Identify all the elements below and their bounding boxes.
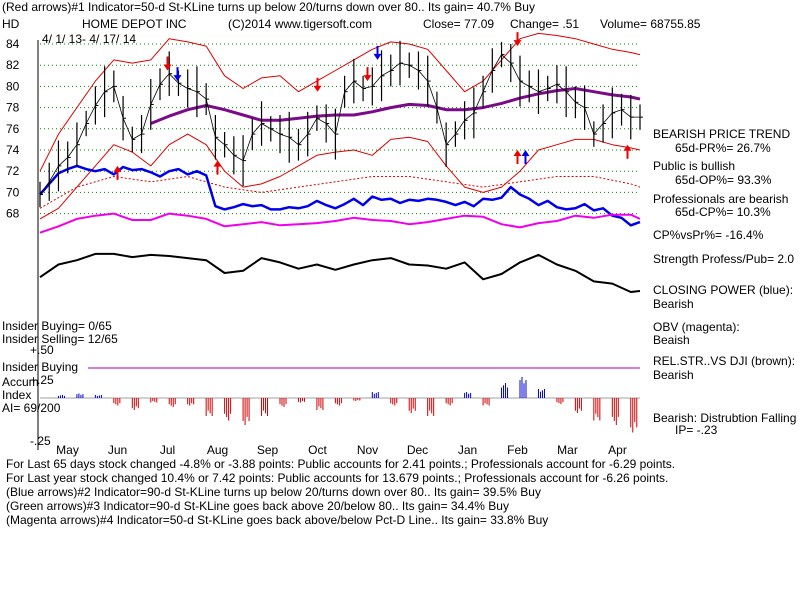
y-tick-label: 74: [6, 143, 20, 157]
y-tick-label: 72: [6, 164, 20, 178]
insider-buying-count: Insider Buying= 0/65: [2, 319, 112, 333]
lower-band-line: [39, 133, 641, 220]
relstr-title: REL.STR..VS DJI (brown):: [653, 354, 796, 368]
y-tick-label: 84: [6, 37, 20, 51]
blue-up-arrow-icon: [521, 150, 530, 164]
closing-power-title: CLOSING POWER (blue):: [653, 283, 794, 297]
cp-value: 65d-CP%= 10.3%: [675, 205, 771, 219]
index-label: Index: [2, 388, 32, 402]
grid-lines: [40, 43, 640, 215]
op-value: 65d-OP%= 93.3%: [675, 173, 772, 187]
band-dotted-line: [39, 176, 641, 209]
blue-down-arrow-icon: [373, 45, 382, 60]
price-line: [39, 54, 640, 195]
close-value: Close= 77.09: [423, 17, 495, 31]
month-label: Jan: [458, 443, 477, 457]
header-line1: (Red arrows)#1 Indicator=50-d St-KLine t…: [2, 0, 535, 14]
series-lines: [39, 32, 643, 293]
header-symbol: HD: [2, 17, 20, 31]
red-up-arrow-icon: [623, 144, 632, 159]
y-tick-label: 70: [6, 185, 20, 199]
plus50-label: +.50: [30, 343, 54, 357]
signal-arrows: [113, 32, 632, 180]
strength-value: Strength Profess/Pub= 2.0: [653, 252, 795, 266]
relative-strength-line: [39, 252, 641, 293]
trend-title: BEARISH PRICE TREND: [653, 127, 791, 141]
cpvspr-value: CP%vsPr%= -16.4%: [653, 228, 764, 242]
month-label: Aug: [207, 443, 228, 457]
plus25-label: +.25: [30, 373, 54, 387]
red-down-arrow-icon: [363, 67, 372, 82]
month-label: Sep: [257, 443, 279, 457]
copyright: (C)2014 www.tigersoft.com: [228, 17, 373, 31]
y-tick-label: 82: [6, 58, 20, 72]
red-up-arrow-icon: [113, 165, 122, 180]
red-down-arrow-icon: [313, 77, 322, 92]
red-up-arrow-icon: [213, 160, 222, 175]
volume-value: Volume= 68755.85: [600, 17, 701, 31]
ai-value: AI= 69/200: [2, 401, 61, 415]
month-label: Dec: [407, 443, 428, 457]
y-tick-label: 78: [6, 101, 20, 115]
footer-line4: (Green arrows)#3 Indicator=90-d St-KLine…: [6, 499, 509, 513]
change-value: Change= .51: [510, 17, 580, 31]
red-down-arrow-icon: [513, 32, 522, 47]
month-label: Apr: [608, 443, 627, 457]
month-label: Oct: [308, 443, 327, 457]
y-axis-labels: 84 82 80 78 76 74 72 70 68: [6, 37, 20, 221]
footer-line3: (Blue arrows)#2 Indicator=90-d St-KLine …: [6, 485, 541, 499]
accum-index-bars: [40, 377, 640, 433]
y-tick-label: 68: [6, 207, 20, 221]
y-tick-label: 80: [6, 79, 20, 93]
month-label: May: [56, 443, 79, 457]
red-down-arrow-icon: [163, 56, 172, 71]
month-label: Mar: [557, 443, 578, 457]
month-label: Nov: [357, 443, 378, 457]
relstr-value: Bearish: [653, 368, 694, 382]
month-label: Feb: [507, 443, 528, 457]
insider-selling-count: Insider Selling= 12/65: [2, 332, 118, 346]
closing-power-value: Bearish: [653, 297, 694, 311]
distribution-title: Bearish: Distrubtion Falling: [653, 411, 797, 425]
ip-value: IP= -.23: [675, 423, 718, 437]
red-up-arrow-icon: [513, 150, 522, 164]
footer-line2: For Last year stock changed 10.4% or 7.4…: [6, 471, 669, 485]
obv-value: Beaish: [653, 333, 690, 347]
insider-buying-label: Insider Buying: [2, 360, 79, 374]
month-label: Jul: [160, 443, 175, 457]
obv-line: [39, 212, 641, 234]
company-name: HOME DEPOT INC: [82, 17, 187, 31]
date-range: 4/ 1/ 13- 4/ 17/ 14: [42, 32, 137, 46]
pro-title: Professionals are bearish: [653, 192, 789, 206]
upper-band-line: [39, 32, 641, 172]
footer-line5: (Magenta arrows)#4 Indicator=50-d St-KLi…: [6, 513, 549, 527]
blue-down-arrow-icon: [173, 67, 182, 82]
month-labels: May Jun Jul Aug Sep Oct Nov Dec Jan Feb Mar Apr: [56, 443, 627, 457]
obv-title: OBV (magenta):: [653, 320, 740, 334]
footer-line1: For Last 65 days stock changed -4.8% or …: [6, 457, 676, 471]
pr-value: 65d-PR%= 26.7%: [675, 141, 771, 155]
month-label: Jun: [108, 443, 127, 457]
public-title: Public is bullish: [653, 159, 736, 173]
accum-label: Accum: [2, 375, 39, 389]
closing-power-line: [39, 164, 641, 227]
y-tick-label: 76: [6, 122, 20, 136]
minus25-label: -.25: [30, 434, 51, 448]
